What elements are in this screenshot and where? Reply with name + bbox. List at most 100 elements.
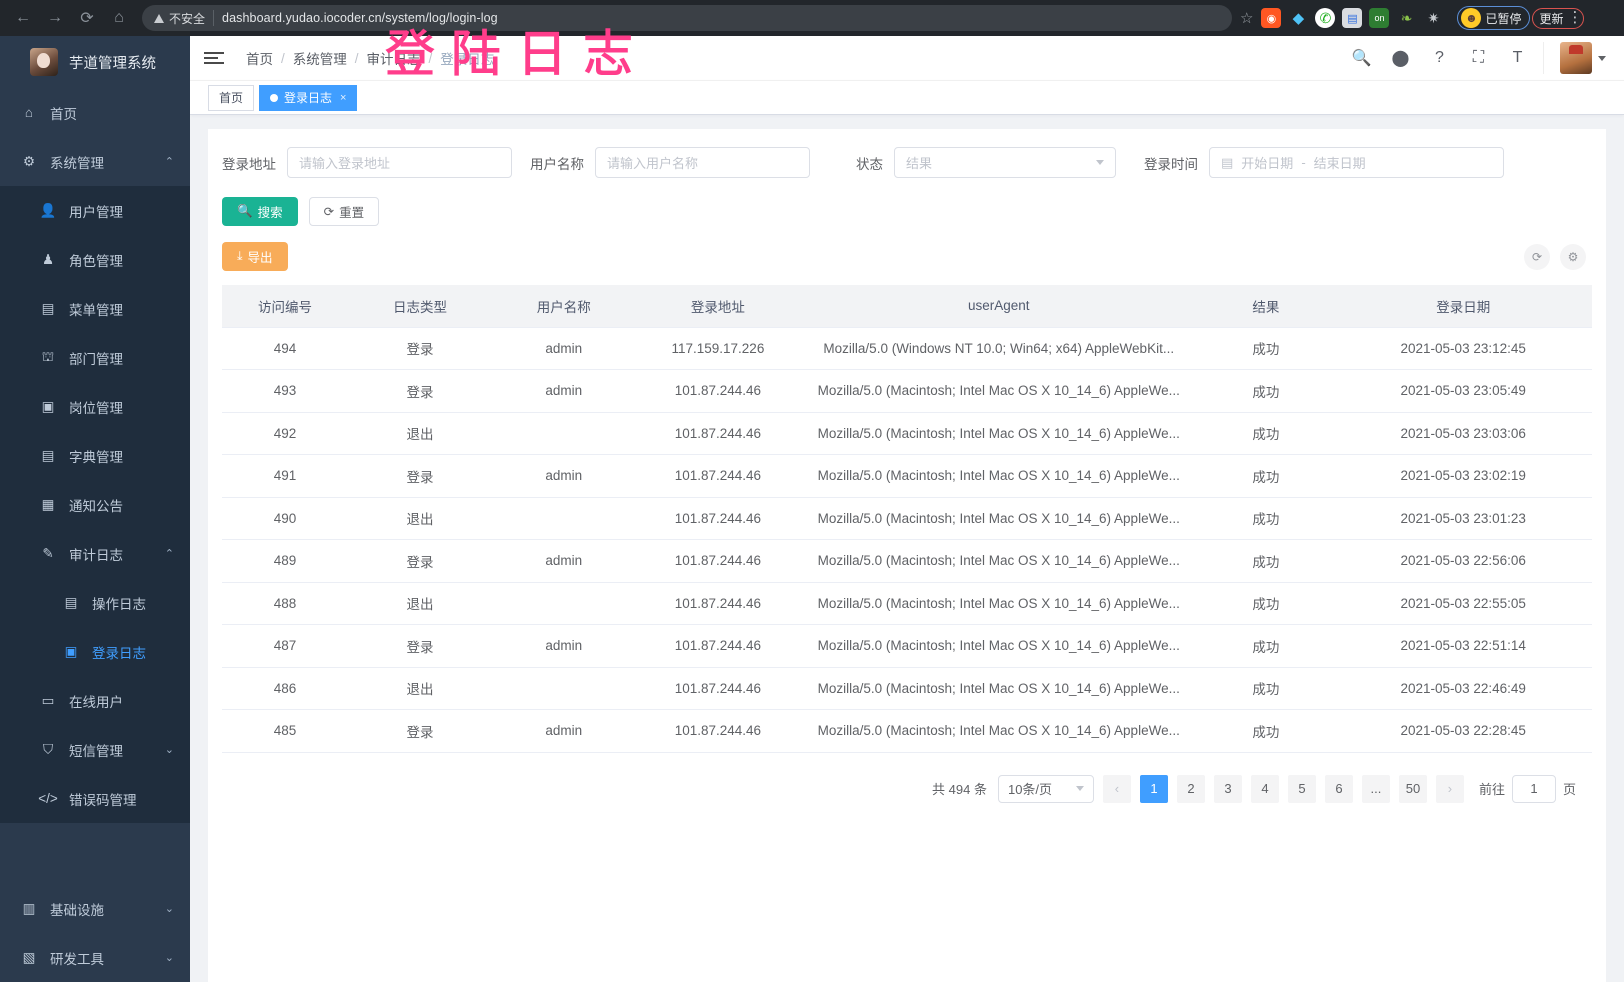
orange-circle-extension[interactable]: ◉ — [1261, 8, 1282, 28]
green-check-extension[interactable]: ✆ — [1315, 8, 1336, 28]
font-size-icon[interactable]: T — [1512, 49, 1523, 66]
user-icon: 👤 — [39, 202, 57, 218]
table-row[interactable]: 489 登录 admin 101.87.244.46 Mozilla/5.0 (Maci… — [222, 539, 1592, 583]
pagination-page-6[interactable]: 6 — [1324, 774, 1353, 803]
cell-ip: 117.159.17.226 — [635, 327, 801, 370]
pagination-prev-button[interactable]: ‹ — [1102, 774, 1131, 803]
sidebar-item-infrastructure[interactable]: ▥ 基础设施 ⌄ — [0, 884, 190, 933]
sidebar-item-users[interactable]: 👤 用户管理 — [0, 186, 190, 235]
sidebar-item-home[interactable]: ⌂ 首页 — [0, 88, 190, 137]
avatar-menu[interactable] — [1543, 42, 1606, 74]
cell-result: 成功 — [1197, 369, 1335, 413]
table-row[interactable]: 485 登录 admin 101.87.244.46 Mozilla/5.0 (Maci… — [222, 709, 1592, 753]
home-icon[interactable]: ⌂ — [114, 9, 124, 26]
sidebar-item-error-code[interactable]: </> 错误码管理 — [0, 774, 190, 823]
paused-label: 已暂停 — [1485, 11, 1522, 26]
column-header-ip: 登录地址 — [635, 285, 801, 328]
sidebar-logo[interactable]: 芋道管理系统 — [0, 36, 190, 88]
cell-type: 退出 — [348, 667, 492, 710]
pagination-page-4[interactable]: 4 — [1250, 774, 1279, 803]
green-leaf-extension[interactable]: ❧ — [1400, 9, 1413, 26]
page-size-select[interactable]: 10条/页 — [997, 774, 1094, 803]
address-bar[interactable]: 不安全 dashboard.yudao.iocoder.cn/system/lo… — [142, 5, 1232, 31]
sidebar: 芋道管理系统 ⌂ 首页 ⚙ 系统管理 ⌃ 👤 用户管理 ♟ 角色管理 ▤ 菜单管… — [0, 36, 190, 982]
sidebar-item-system[interactable]: ⚙ 系统管理 ⌃ — [0, 137, 190, 186]
username-input[interactable]: 请输入用户名称 — [595, 147, 810, 178]
hamburger-icon[interactable] — [204, 52, 224, 64]
close-icon[interactable]: × — [340, 91, 347, 104]
blue-doc-extension[interactable]: ▤ — [1342, 8, 1363, 28]
table-row[interactable]: 486 退出 101.87.244.46 Mozilla/5.0 (Macintosh… — [222, 667, 1592, 710]
date-end-placeholder: 结束日期 — [1313, 156, 1366, 171]
search-icon[interactable]: 🔍 — [1351, 50, 1372, 67]
puzzle-extension[interactable]: ✷ — [1427, 9, 1440, 26]
reset-button-label: 重置 — [339, 206, 365, 220]
reload-icon[interactable]: ⟳ — [80, 10, 94, 27]
blue-diamond-extension[interactable]: ◆ — [1292, 10, 1305, 27]
login-address-input[interactable]: 请输入登录地址 — [287, 147, 512, 178]
sidebar-item-dictionary[interactable]: ▤ 字典管理 — [0, 431, 190, 480]
help-icon[interactable]: ? — [1435, 49, 1444, 66]
pagination-page-1[interactable]: 1 — [1139, 774, 1168, 803]
table-row[interactable]: 491 登录 admin 101.87.244.46 Mozilla/5.0 (Maci… — [222, 454, 1592, 498]
cell-date: 2021-05-03 22:51:14 — [1334, 624, 1592, 668]
table-row[interactable]: 487 登录 admin 101.87.244.46 Mozilla/5.0 (Maci… — [222, 624, 1592, 668]
reset-button[interactable]: ⟳ 重置 — [308, 197, 380, 226]
paused-extension-pill[interactable]: ☻ 已暂停 — [1457, 6, 1531, 30]
star-icon[interactable]: ☆ — [1240, 10, 1254, 27]
sidebar-item-login-log[interactable]: ▣ 登录日志 — [0, 627, 190, 676]
pagination-page-5[interactable]: 5 — [1287, 774, 1316, 803]
cell-user — [491, 412, 636, 455]
table-row[interactable]: 492 退出 101.87.244.46 Mozilla/5.0 (Macintosh… — [222, 412, 1592, 455]
cell-id: 492 — [222, 412, 349, 455]
table-row[interactable]: 490 退出 101.87.244.46 Mozilla/5.0 (Macintosh… — [222, 497, 1592, 540]
sidebar-item-sms[interactable]: ⛉ 短信管理 ⌄ — [0, 725, 190, 774]
jump-page-input[interactable]: 1 — [1511, 774, 1556, 803]
breadcrumb-item-home[interactable]: 首页 — [246, 52, 273, 67]
status-select[interactable]: 结果 — [894, 147, 1116, 178]
cell-useragent: Mozilla/5.0 (Macintosh; Intel Mac OS X 1… — [800, 454, 1198, 498]
pagination-page-3[interactable]: 3 — [1213, 774, 1242, 803]
export-button[interactable]: ⤓ 导出 — [222, 242, 288, 271]
pagination-page-2[interactable]: 2 — [1176, 774, 1205, 803]
sidebar-item-departments[interactable]: ⛫ 部门管理 — [0, 333, 190, 382]
pagination-jump: 前往 1 页 — [1479, 774, 1576, 803]
cell-useragent: Mozilla/5.0 (Macintosh; Intel Mac OS X 1… — [800, 709, 1198, 753]
cell-useragent: Mozilla/5.0 (Macintosh; Intel Mac OS X 1… — [800, 412, 1198, 455]
field-login-time: 登录时间 ▤ 开始日期 - 结束日期 — [1144, 147, 1504, 178]
back-arrow-icon[interactable]: ← — [15, 9, 31, 26]
table-row[interactable]: 493 登录 admin 101.87.244.46 Mozilla/5.0 (Maci… — [222, 369, 1592, 413]
sidebar-item-dev-tools[interactable]: ▧ 研发工具 ⌄ — [0, 933, 190, 982]
breadcrumb-item-audit[interactable]: 审计日志 — [366, 52, 421, 67]
sidebar-item-audit-log[interactable]: ✎ 审计日志 ⌃ — [0, 529, 190, 578]
sidebar-item-menus[interactable]: ▤ 菜单管理 — [0, 284, 190, 333]
sidebar-item-online-users[interactable]: ▭ 在线用户 — [0, 676, 190, 725]
sidebar-item-posts[interactable]: ▣ 岗位管理 — [0, 382, 190, 431]
pagination-page-50[interactable]: 50 — [1398, 774, 1427, 803]
pagination-page-...[interactable]: ... — [1361, 774, 1390, 803]
github-icon[interactable]: ⬤ — [1391, 50, 1410, 67]
breadcrumb-item-system[interactable]: 系统管理 — [292, 52, 347, 67]
on-badge-extension[interactable]: on — [1369, 8, 1390, 28]
forward-arrow-icon[interactable]: → — [47, 9, 63, 26]
sidebar-item-operation-log[interactable]: ▤ 操作日志 — [0, 578, 190, 627]
search-button[interactable]: 🔍 搜索 — [222, 197, 298, 226]
tab-login-log[interactable]: 登录日志 × — [259, 84, 358, 111]
sidebar-item-notice[interactable]: ▦ 通知公告 — [0, 480, 190, 529]
login-time-daterange[interactable]: ▤ 开始日期 - 结束日期 — [1209, 147, 1504, 178]
chevron-down-icon: ⌄ — [164, 903, 174, 915]
page-size-label: 10条/页 — [1007, 782, 1053, 797]
cell-useragent: Mozilla/5.0 (Windows NT 10.0; Win64; x64… — [800, 327, 1198, 370]
pagination-next-button[interactable]: › — [1435, 774, 1464, 803]
refresh-circle-icon[interactable]: ⟳ — [1524, 243, 1550, 270]
table-row[interactable]: 494 登录 admin 117.159.17.226 Mozilla/5.0 (Win… — [222, 327, 1592, 370]
sidebar-item-label: 研发工具 — [50, 951, 104, 967]
kebab-menu-icon[interactable]: ⋮ — [1567, 9, 1583, 26]
update-pill[interactable]: 更新 ⋮ — [1532, 7, 1585, 29]
columns-settings-icon[interactable]: ⚙ — [1560, 243, 1586, 270]
tab-home[interactable]: 首页 — [208, 84, 255, 111]
table-row[interactable]: 488 退出 101.87.244.46 Mozilla/5.0 (Macintosh… — [222, 582, 1592, 625]
cell-result: 成功 — [1197, 539, 1335, 583]
sidebar-item-roles[interactable]: ♟ 角色管理 — [0, 235, 190, 284]
fullscreen-icon[interactable]: ⛶ — [1472, 49, 1485, 66]
